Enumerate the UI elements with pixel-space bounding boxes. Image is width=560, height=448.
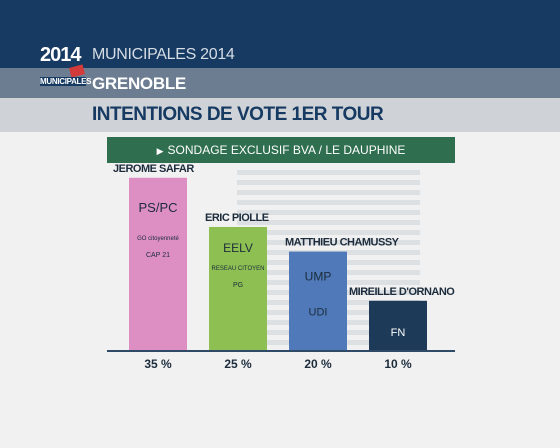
bar <box>289 251 347 350</box>
value-label: 10 % <box>384 357 412 371</box>
grid-stripe <box>237 220 420 225</box>
party-sub-label: RESEAU CITOYEN <box>212 266 265 272</box>
party-label: PS/PC <box>138 200 177 215</box>
grid-stripe <box>237 210 420 215</box>
logo-subtitle: MUNICIPALES <box>40 77 92 86</box>
candidate-name: ERIC PIOLLE <box>205 212 269 224</box>
page-title: INTENTIONS DE VOTE 1ER TOUR <box>92 104 384 125</box>
candidate-name: MATTHIEU CHAMUSSY <box>285 237 400 249</box>
city-band <box>0 68 560 98</box>
candidate-name: JEROME SAFAR <box>113 163 194 175</box>
city-name: GRENOBLE <box>92 74 186 93</box>
bar <box>369 300 427 350</box>
program-kicker: MUNICIPALES 2014 <box>92 46 235 63</box>
municipales-2014-logo: 2014 MUNICIPALES <box>40 44 92 92</box>
party-label: UMP <box>305 270 332 284</box>
value-label: 35 % <box>144 357 172 371</box>
grid-stripe <box>237 170 420 175</box>
party-sub-label: CAP 21 <box>146 252 170 259</box>
grid-stripe <box>237 240 420 245</box>
poll-source-label: SONDAGE EXCLUSIF BVA / LE DAUPHINE <box>167 143 406 157</box>
party-label: FN <box>391 327 406 339</box>
title-band <box>0 98 560 132</box>
bar <box>129 177 187 350</box>
header-band <box>0 0 560 68</box>
party-sub-label: PG <box>233 282 243 289</box>
grid-stripe <box>237 200 420 205</box>
party-label: EELV <box>223 241 253 255</box>
candidate-name: MIREILLE D'ORNANO <box>349 286 455 298</box>
grid-stripe <box>237 180 420 185</box>
bar <box>209 226 267 350</box>
logo-year: 2014 <box>40 44 81 66</box>
value-label: 25 % <box>224 357 252 371</box>
grid-stripe <box>237 230 420 235</box>
value-label: 20 % <box>304 357 332 371</box>
party-label: UDI <box>309 307 328 319</box>
grid-stripe <box>237 190 420 195</box>
play-arrow-icon: ▶ <box>156 146 164 156</box>
poll-source-banner: ▶ SONDAGE EXCLUSIF BVA / LE DAUPHINE <box>107 137 455 163</box>
party-sub-label: GO citoyenneté <box>137 236 179 242</box>
